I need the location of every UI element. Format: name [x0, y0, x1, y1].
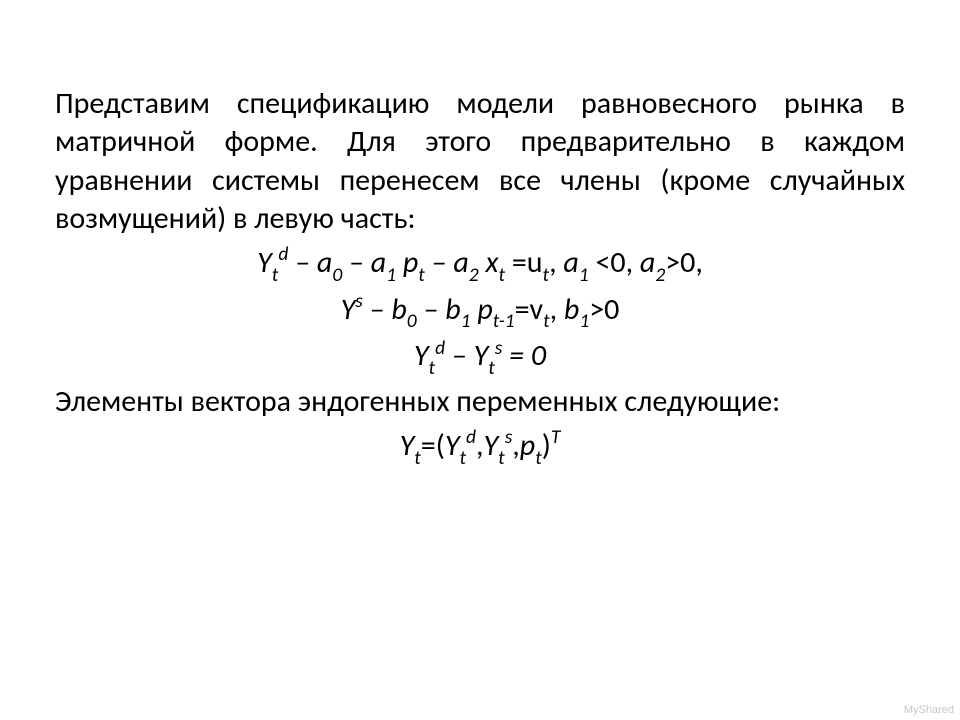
- equation-1: Ytd – a0 – a1 pt – a2 xt =ut, a1 <0, a2>…: [55, 243, 905, 286]
- intro-paragraph: Представим спецификацию модели равновесн…: [55, 85, 905, 239]
- equation-4: Yt=(Ytd,Yts,pt)T: [55, 426, 905, 469]
- slide-content: Представим спецификацию модели равновесн…: [0, 0, 960, 720]
- equation-2: Ys – b0 – b1 pt-1=vt, b1>0: [55, 290, 905, 333]
- watermark: MyShared: [904, 704, 954, 716]
- equation-3: Ytd – Yts = 0: [55, 336, 905, 379]
- para-2: Элементы вектора эндогенных переменных с…: [55, 383, 905, 421]
